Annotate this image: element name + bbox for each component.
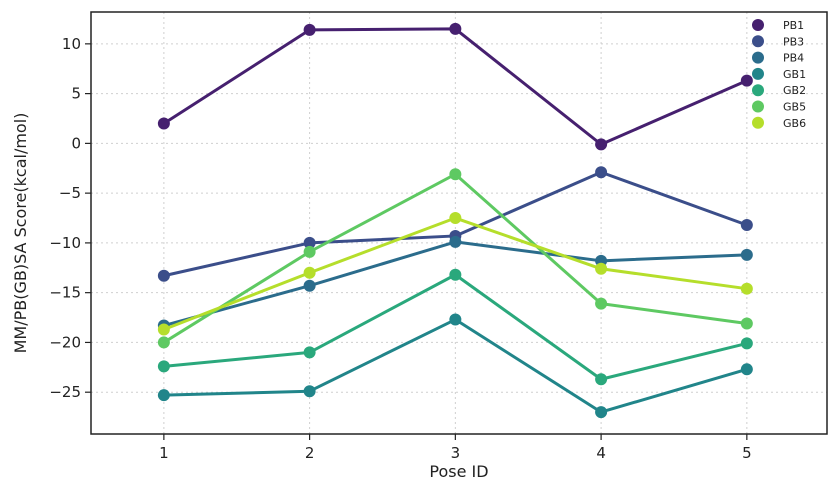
x-tick-label: 4 [596, 444, 606, 462]
x-tick-label: 1 [159, 444, 169, 462]
legend-marker [752, 35, 764, 48]
data-point [303, 245, 316, 258]
y-tick-label: −5 [59, 184, 81, 202]
data-point [740, 337, 753, 350]
series-gb2 [157, 268, 753, 386]
data-point [449, 268, 462, 281]
data-point [449, 235, 462, 248]
data-point [449, 168, 462, 181]
legend-label: PB1 [783, 19, 804, 32]
legend-marker [752, 67, 764, 80]
legend-marker [752, 84, 764, 97]
data-point [595, 166, 608, 179]
data-point [157, 323, 170, 336]
data-point [740, 218, 753, 231]
data-point [449, 22, 462, 35]
legend-label: PB4 [783, 52, 804, 65]
data-point [303, 346, 316, 359]
data-point [595, 262, 608, 275]
legend-label: GB1 [783, 68, 806, 81]
data-point [303, 385, 316, 398]
x-tick-label: 3 [451, 444, 461, 462]
series-layer [157, 22, 753, 419]
legend-marker [752, 51, 764, 64]
data-point [157, 360, 170, 373]
data-point [157, 336, 170, 349]
series-gb1 [157, 313, 753, 419]
data-point [157, 117, 170, 130]
legend-label: GB5 [783, 101, 806, 114]
x-tick-label: 5 [742, 444, 752, 462]
data-point [595, 297, 608, 310]
plot-frame [90, 11, 828, 435]
y-tick-label: 5 [71, 85, 81, 103]
data-point [303, 266, 316, 279]
data-point [740, 282, 753, 295]
legend-marker [752, 100, 764, 113]
series-pb1 [157, 22, 753, 151]
data-point [303, 279, 316, 292]
series-gb5 [157, 168, 753, 349]
x-tick-label: 2 [305, 444, 315, 462]
y-tick-label: 10 [62, 35, 81, 53]
y-tick-label: −10 [49, 234, 81, 252]
series-gb6 [157, 212, 753, 336]
data-point [303, 23, 316, 36]
data-point [595, 138, 608, 151]
data-point [740, 317, 753, 330]
legend: PB1 PB3 PB4 GB1 GB2 GB5 GB6 [752, 19, 806, 130]
y-tick-label: −15 [49, 284, 81, 302]
legend-label: PB3 [783, 35, 804, 48]
axis-ticks: 10 5 0 −5 −10 −15 −20 −25 1 2 3 4 5 [49, 35, 751, 462]
data-point [595, 406, 608, 419]
data-point [449, 212, 462, 225]
data-point [157, 389, 170, 402]
legend-marker [752, 116, 764, 129]
data-point [740, 363, 753, 376]
data-point [303, 236, 316, 249]
y-axis-label: MM/PB(GB)SA Score(kcal/mol) [11, 113, 30, 354]
data-point [157, 269, 170, 282]
x-axis-label: Pose ID [429, 462, 488, 481]
grid [91, 12, 827, 434]
y-tick-label: −20 [49, 333, 81, 351]
data-point [449, 313, 462, 326]
legend-marker [752, 19, 764, 31]
data-point [740, 74, 753, 87]
y-tick-label: 0 [71, 134, 81, 152]
data-point [740, 248, 753, 261]
data-point [595, 373, 608, 386]
legend-label: GB2 [783, 84, 806, 97]
legend-label: GB6 [783, 117, 806, 130]
y-tick-label: −25 [49, 383, 81, 401]
